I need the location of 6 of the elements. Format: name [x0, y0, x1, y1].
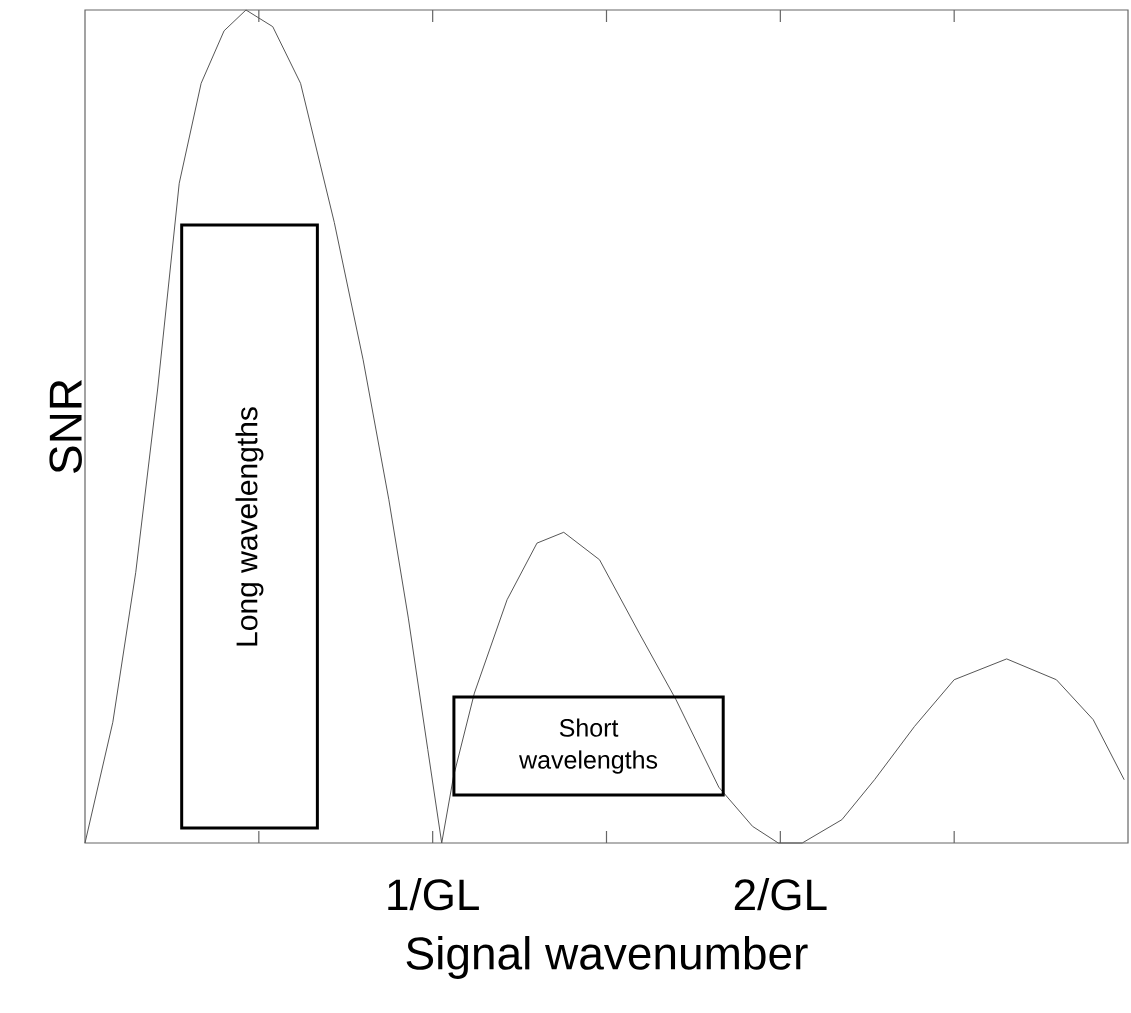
x-tick-label: 1/GL [388, 878, 479, 911]
x-axis-title: Signal wavenumber [406, 936, 808, 979]
annotation: Long wavelengths [235, 407, 264, 646]
annotation: Short wavelengths [519, 718, 658, 774]
x-tick-label: 2/GL [734, 878, 827, 911]
y-axis-title: SNR [49, 380, 82, 473]
